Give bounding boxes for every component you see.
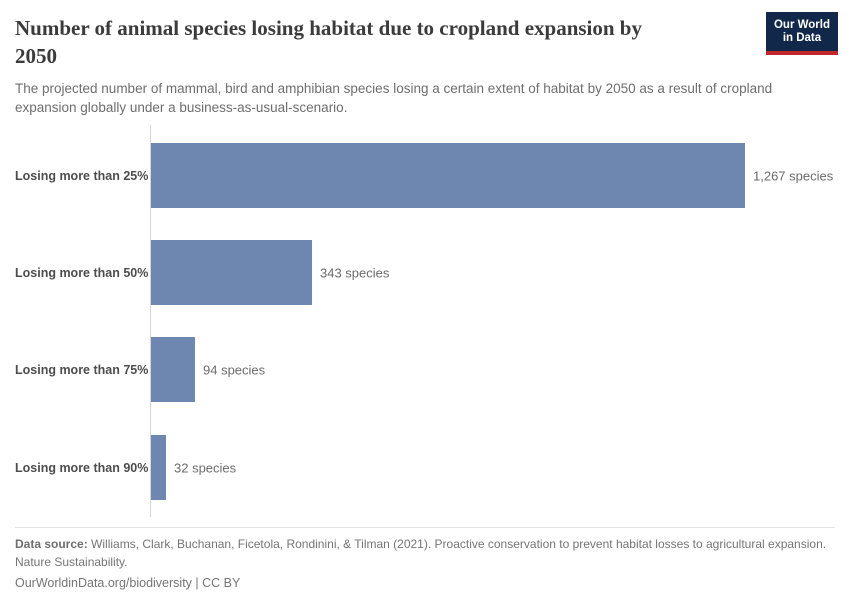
page-title: Number of animal species losing habitat … (15, 16, 642, 68)
owid-logo-line1: Our World (773, 19, 830, 31)
owid-logo-line2: in Data (782, 32, 822, 44)
chart-footer: Data source: Williams, Clark, Buchanan, … (15, 527, 835, 592)
bar[interactable] (151, 240, 312, 305)
bar-value-label: 343 species (320, 265, 390, 280)
data-source-note: Data source: Williams, Clark, Buchanan, … (15, 535, 827, 571)
license-separator: | (195, 576, 199, 590)
bar[interactable] (151, 143, 745, 208)
data-source-label: Data source: (15, 537, 88, 551)
owid-url-link[interactable]: OurWorldinData.org/biodiversity (15, 576, 192, 590)
bar-value-label: 94 species (203, 362, 266, 377)
data-source-text: Williams, Clark, Buchanan, Ficetola, Ron… (15, 537, 827, 569)
y-axis-line (150, 125, 151, 517)
bar[interactable] (151, 435, 166, 500)
chart-header: Number of animal species losing habitat … (0, 12, 850, 117)
bar-row: Losing more than 75% 94 species (15, 337, 835, 402)
bar-row: Losing more than 25% 1,267 species (15, 143, 835, 208)
bar-category-label: Losing more than 75% (15, 362, 149, 377)
bar-category-label: Losing more than 25% (15, 168, 149, 183)
license-badge: CC BY (202, 576, 241, 590)
license-line: OurWorldinData.org/biodiversity | CC BY (15, 575, 835, 592)
bar-row: Losing more than 90% 32 species (15, 435, 835, 500)
chart-area: Losing more than 25% 1,267 species Losing … (15, 125, 835, 517)
chart-subtitle: The projected number of mammal, bird and… (15, 81, 773, 115)
bar-value-label: 1,267 species (753, 168, 834, 183)
bar-category-label: Losing more than 90% (15, 460, 149, 475)
bar[interactable] (151, 337, 195, 402)
bar-row: Losing more than 50% 343 species (15, 240, 835, 305)
owid-logo[interactable]: Our World in Data (765, 12, 838, 55)
bar-value-label: 32 species (174, 460, 237, 475)
bar-category-label: Losing more than 50% (15, 265, 149, 280)
